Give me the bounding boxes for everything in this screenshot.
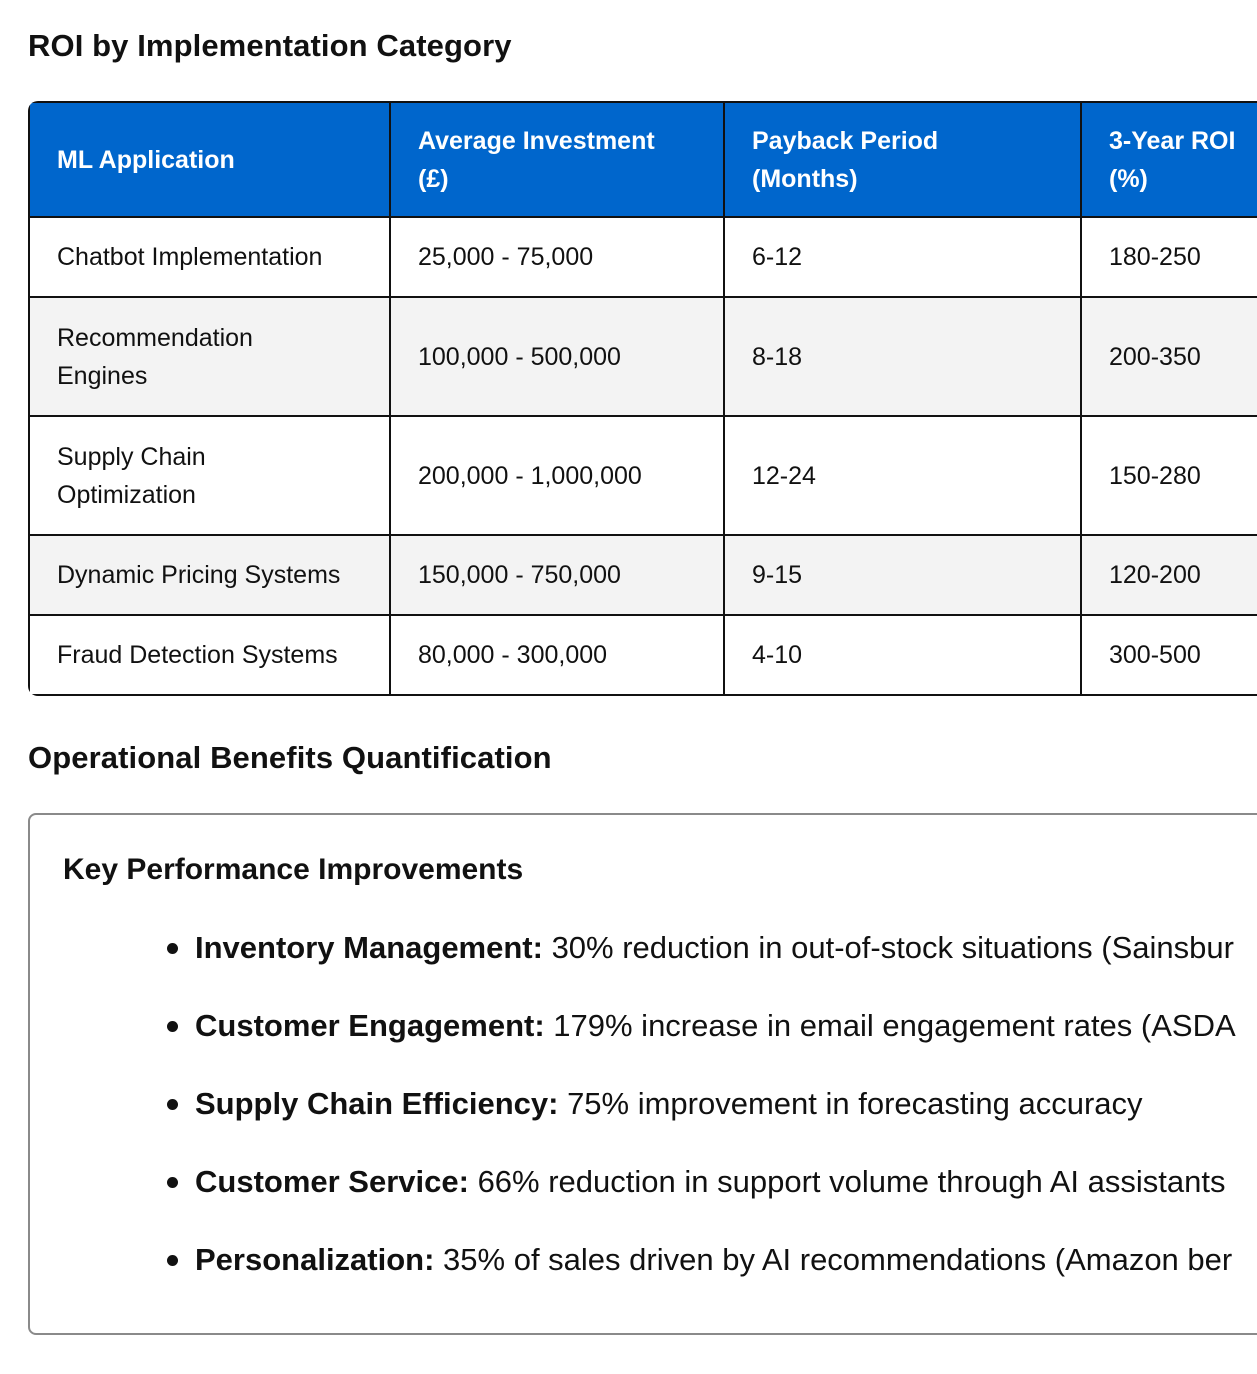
list-item: Supply Chain Efficiency: 75% improvement… — [30, 1082, 1236, 1160]
roi-section-title: ROI by Implementation Category — [28, 28, 512, 63]
bullet-icon — [167, 1021, 178, 1032]
kpi-text: 179% increase in email engagement rates … — [544, 1008, 1236, 1043]
list-item: Customer Service: 66% reduction in suppo… — [30, 1160, 1236, 1238]
cell-roi: 150-280 — [1080, 415, 1257, 536]
cell-investment: 25,000 - 75,000 — [389, 216, 725, 298]
cell-application: Fraud Detection Systems — [28, 614, 391, 696]
table-row: Fraud Detection Systems 80,000 - 300,000… — [28, 614, 1257, 696]
cell-application: Recommendation Engines — [28, 296, 391, 417]
bullet-icon — [167, 943, 178, 954]
header-line: Payback Period — [752, 126, 939, 155]
kpi-text: 66% reduction in support volume through … — [468, 1164, 1226, 1199]
kpi-label: Customer Engagement: — [195, 1008, 545, 1043]
table-row: Chatbot Implementation 25,000 - 75,000 6… — [28, 216, 1257, 298]
cell-roi: 200-350 — [1080, 296, 1257, 417]
kpi-text: 35% of sales driven by AI recommendation… — [434, 1242, 1233, 1277]
header-line: (%) — [1109, 164, 1148, 193]
cell-payback: 9-15 — [723, 534, 1082, 616]
cell-text: Engines — [57, 361, 148, 390]
cell-text: Fraud Detection Systems — [57, 641, 338, 669]
table-header-row: ML Application Average Investment (£) Pay… — [28, 101, 1257, 218]
ops-section-title: Operational Benefits Quantification — [28, 740, 552, 775]
cell-application: Chatbot Implementation — [28, 216, 391, 298]
bullet-icon — [167, 1177, 178, 1188]
kpi-text: 30% reduction in out-of-stock situations… — [542, 930, 1234, 965]
cell-roi: 120-200 — [1080, 534, 1257, 616]
cell-investment: 200,000 - 1,000,000 — [389, 415, 725, 536]
cell-investment: 80,000 - 300,000 — [389, 614, 725, 696]
kpi-list: Inventory Management: 30% reduction in o… — [30, 926, 1236, 1316]
roi-table-container: ML Application Average Investment (£) Pay… — [28, 101, 1257, 696]
cell-text: Optimization — [57, 480, 196, 509]
list-item: Customer Engagement: 179% increase in em… — [30, 1004, 1236, 1082]
header-average-investment: Average Investment (£) — [389, 101, 725, 218]
table-row: Supply Chain Optimization 200,000 - 1,000… — [28, 415, 1257, 536]
kpi-label: Personalization: — [195, 1242, 435, 1277]
kpi-text: 75% improvement in forecasting accuracy — [558, 1086, 1143, 1121]
cell-investment: 150,000 - 750,000 — [389, 534, 725, 616]
table-row: Dynamic Pricing Systems 150,000 - 750,00… — [28, 534, 1257, 616]
cell-payback: 6-12 — [723, 216, 1082, 298]
header-line: (£) — [418, 164, 449, 193]
header-line: Average Investment — [418, 126, 655, 155]
kpi-label: Customer Service: — [195, 1164, 469, 1199]
cell-text: Recommendation — [57, 323, 253, 352]
cell-roi: 180-250 — [1080, 216, 1257, 298]
bullet-icon — [167, 1099, 178, 1110]
header-line: 3-Year ROI — [1109, 126, 1236, 155]
cell-payback: 8-18 — [723, 296, 1082, 417]
bullet-icon — [167, 1255, 178, 1266]
header-payback-period: Payback Period (Months) — [723, 101, 1082, 218]
cell-roi: 300-500 — [1080, 614, 1257, 696]
header-line: (Months) — [752, 164, 858, 193]
kpi-box: Key Performance Improvements Inventory M… — [28, 813, 1257, 1335]
cell-text: Dynamic Pricing Systems — [57, 561, 341, 589]
cell-payback: 12-24 — [723, 415, 1082, 536]
roi-table: ML Application Average Investment (£) Pay… — [28, 101, 1257, 696]
list-item: Personalization: 35% of sales driven by … — [30, 1238, 1236, 1316]
header-ml-application: ML Application — [28, 101, 391, 218]
list-item: Inventory Management: 30% reduction in o… — [30, 926, 1236, 1004]
cell-application: Dynamic Pricing Systems — [28, 534, 391, 616]
header-line: ML Application — [57, 145, 235, 174]
cell-text: Supply Chain — [57, 442, 206, 471]
kpi-label: Supply Chain Efficiency: — [195, 1086, 559, 1121]
kpi-box-title: Key Performance Improvements — [63, 853, 524, 886]
kpi-label: Inventory Management: — [195, 930, 543, 965]
cell-application: Supply Chain Optimization — [28, 415, 391, 536]
cell-investment: 100,000 - 500,000 — [389, 296, 725, 417]
header-3-year-roi: 3-Year ROI (%) — [1080, 101, 1257, 218]
table-row: Recommendation Engines 100,000 - 500,000 … — [28, 296, 1257, 417]
cell-text: Chatbot Implementation — [57, 243, 323, 271]
cell-payback: 4-10 — [723, 614, 1082, 696]
